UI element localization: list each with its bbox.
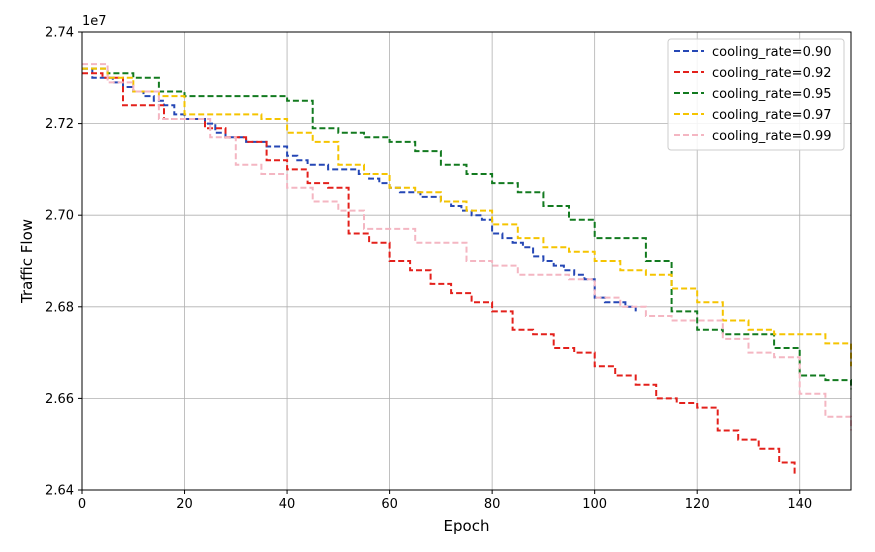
legend: cooling_rate=0.90 cooling_rate=0.92coolin…: [667, 38, 845, 151]
x-tick-label: 20: [176, 497, 193, 512]
legend-label: cooling_rate=0.97: [712, 108, 832, 123]
series-line: [82, 67, 637, 312]
legend-label: cooling_rate=0.90: [712, 45, 832, 60]
series-line: [82, 72, 796, 477]
x-tick-label: 0: [78, 497, 86, 512]
x-tick-label: 80: [484, 497, 501, 512]
y-tick-label: 2.72: [45, 117, 74, 132]
y-tick-label: 2.74: [45, 26, 74, 41]
x-tick-label: 120: [685, 497, 710, 512]
legend-label: cooling_rate=0.95: [712, 87, 832, 102]
legend-label: cooling_rate=0.99: [712, 129, 832, 144]
y-tick-label: 2.64: [45, 484, 74, 499]
x-tick-label: 100: [582, 497, 607, 512]
x-tick-label: 40: [279, 497, 296, 512]
series-lines: [82, 63, 852, 477]
series-line: [82, 63, 852, 431]
series-line: [82, 67, 852, 367]
x-tick-label: 140: [787, 497, 812, 512]
axis-ticks: 0 20 40 60 80 100 120 140 2.64 2.66 2.68 2.70 2.72 2.…: [45, 26, 812, 513]
y-tick-label: 2.68: [45, 300, 74, 315]
x-tick-label: 60: [381, 497, 398, 512]
y-tick-label: 2.70: [45, 209, 74, 224]
legend-frame: [667, 38, 845, 151]
plot-frame: [81, 31, 852, 491]
y-offset-text: 1e7: [82, 14, 107, 29]
legend-label: cooling_rate=0.92: [712, 66, 832, 81]
y-tick-label: 2.66: [45, 392, 74, 407]
x-axis-label: Epoch: [444, 517, 490, 535]
y-axis-label: Traffic Flow: [18, 219, 36, 304]
